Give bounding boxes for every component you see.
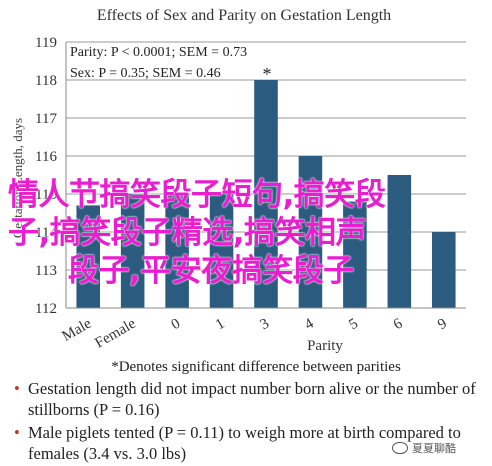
bar	[387, 175, 412, 308]
annotation-parity: Parity: P < 0.0001; SEM = 0.73	[70, 45, 247, 60]
bar	[254, 80, 278, 308]
bullet-text: Gestation length did not impact number b…	[28, 379, 476, 419]
bars	[76, 80, 456, 308]
chat-bubble-icon	[392, 442, 408, 454]
x-tick-label: Female	[92, 315, 139, 351]
y-tick-label: 119	[35, 35, 57, 51]
bullet-item: • Male piglets tented (P = 0.11) to weig…	[14, 422, 484, 464]
overlay-caption: 情人节搞笑段子短句,搞笑段 子,搞笑段子精选,搞笑相声 段子,平安夜搞笑段子	[8, 176, 478, 290]
bullet-item: • Gestation length did not impact number…	[14, 378, 484, 420]
y-tick-label: 115	[35, 187, 57, 203]
significance-star: *	[263, 64, 272, 84]
x-tick-label: 6	[391, 315, 406, 333]
axes	[65, 42, 466, 309]
annotation-sex: Sex: P = 0.35; SEM = 0.46	[70, 66, 221, 81]
y-tick-label: 112	[35, 301, 57, 317]
bar	[298, 156, 323, 308]
y-tick-label: 116	[35, 149, 57, 165]
x-tick-label: 5	[346, 316, 360, 334]
y-axis-label: Gestation Length, days	[10, 118, 25, 238]
bullet-text: Male piglets tented (P = 0.11) to weigh …	[28, 423, 461, 463]
x-tick-label: 0	[169, 316, 183, 334]
x-tick-label: 9	[435, 316, 449, 334]
y-tick-label: 118	[35, 73, 57, 89]
x-tick-label: 3	[258, 316, 272, 334]
y-tick-label: 117	[35, 111, 57, 127]
bullet-list: • Gestation length did not impact number…	[14, 378, 484, 466]
x-tick-label: Male	[60, 315, 95, 344]
bar	[120, 194, 145, 308]
chart-footnote: *Denotes significant difference between …	[111, 359, 401, 375]
x-axis-label: Parity	[307, 338, 343, 354]
bullet-dot-icon: •	[14, 423, 20, 442]
bullet-dot-icon: •	[14, 379, 20, 398]
watermark: 夏夏聊酷	[392, 440, 456, 456]
overlay-line: 子,搞笑段子精选,搞笑相声	[8, 215, 367, 251]
bar	[76, 205, 100, 308]
y-tick-label: 113	[35, 263, 57, 279]
bar	[165, 194, 189, 308]
overlay-line: 情人节搞笑段子短句,搞笑段	[8, 177, 386, 213]
bar	[432, 232, 456, 308]
watermark-text: 夏夏聊酷	[412, 442, 456, 455]
chart-title: Effects of Sex and Parity on Gestation L…	[97, 7, 391, 24]
y-tick-label: 114	[35, 225, 57, 241]
x-tick-label: 4	[302, 315, 317, 333]
bar	[343, 201, 367, 308]
y-tick-labels: 112 113 114 115 116 117 118 119	[35, 35, 57, 317]
bar	[209, 194, 234, 308]
x-tick-label: 1	[213, 316, 227, 334]
overlay-line: 段子,平安夜搞笑段子	[68, 253, 354, 289]
